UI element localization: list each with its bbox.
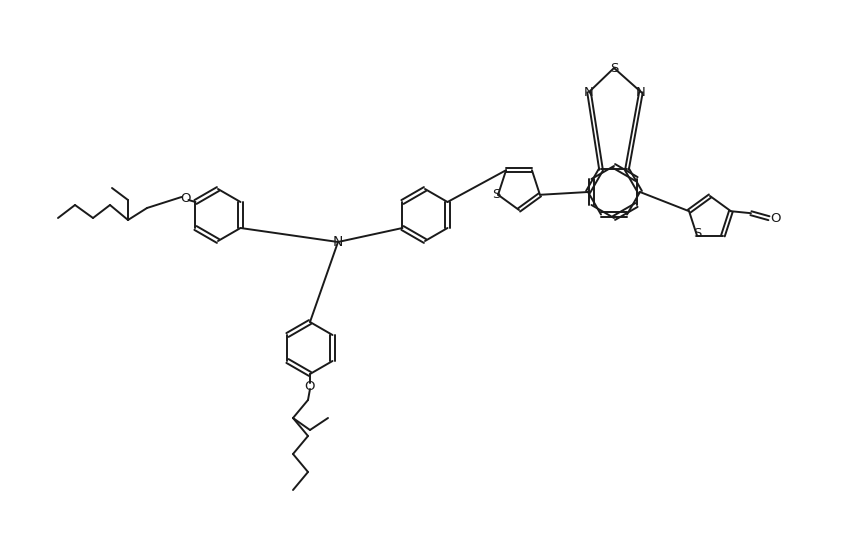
- Text: S: S: [609, 61, 618, 75]
- Text: S: S: [692, 227, 701, 240]
- Text: O: O: [180, 192, 191, 206]
- Text: N: N: [636, 85, 645, 98]
- Text: N: N: [333, 235, 343, 249]
- Text: N: N: [583, 85, 593, 98]
- Text: O: O: [305, 380, 315, 392]
- Text: O: O: [770, 211, 780, 225]
- Text: S: S: [491, 189, 500, 201]
